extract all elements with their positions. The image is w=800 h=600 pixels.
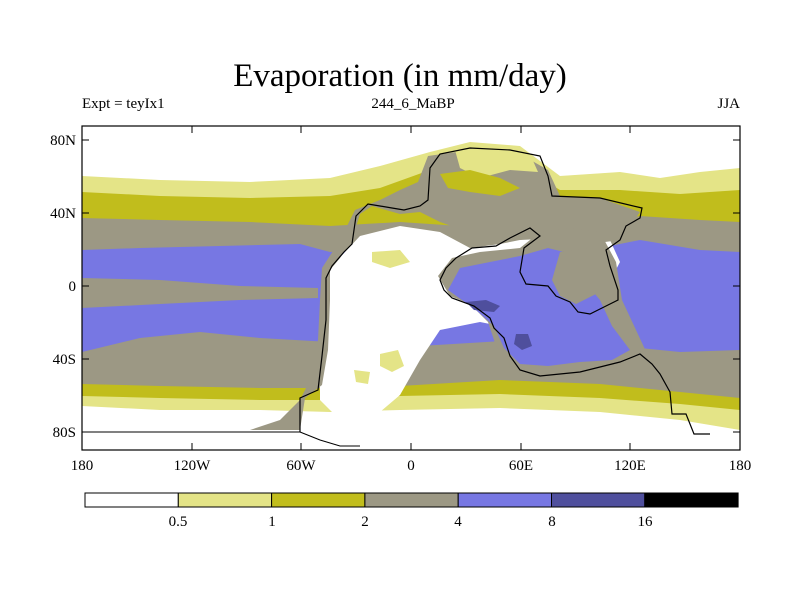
x-tick-label: 180 bbox=[729, 458, 752, 474]
dark-blue-patch-1 bbox=[466, 300, 500, 312]
colorbar-swatch bbox=[364, 492, 459, 508]
colorbar-label: 1 bbox=[268, 514, 276, 530]
colorbar-label: 16 bbox=[638, 514, 654, 530]
colorbar bbox=[84, 492, 739, 508]
colorbar-label: 0.5 bbox=[169, 514, 188, 530]
colorbar-swatch bbox=[271, 492, 366, 508]
dark-blue-patch-2 bbox=[514, 334, 532, 350]
y-tick-marks bbox=[82, 139, 740, 433]
south-landmass-blue bbox=[448, 248, 630, 366]
colorbar-label: 8 bbox=[548, 514, 556, 530]
x-tick-label: 120E bbox=[614, 458, 646, 474]
colorbar-swatch bbox=[551, 492, 646, 508]
x-tick-label: 60W bbox=[286, 458, 316, 474]
y-tick-label: 80S bbox=[53, 425, 76, 441]
x-tick-label: 60E bbox=[509, 458, 533, 474]
y-tick-label: 0 bbox=[69, 279, 77, 295]
colorbar-swatch bbox=[644, 492, 739, 508]
south-grey-lobe bbox=[552, 248, 602, 304]
x-tick-label: 180 bbox=[71, 458, 94, 474]
x-tick-label: 120W bbox=[174, 458, 212, 474]
colorbar-swatch bbox=[84, 492, 179, 508]
map-field bbox=[82, 126, 740, 450]
colorbar-label: 4 bbox=[454, 514, 462, 530]
interior-patch-1 bbox=[372, 250, 410, 268]
x-tick-marks bbox=[81, 126, 741, 450]
epoch-label: 244_6_MaBP bbox=[371, 96, 455, 112]
season-label: JJA bbox=[717, 96, 740, 112]
coastline bbox=[299, 147, 710, 435]
interior-patch-3 bbox=[354, 370, 370, 384]
y-tick-label: 40S bbox=[53, 352, 76, 368]
coastline-south bbox=[82, 431, 360, 447]
colorbar-swatch bbox=[177, 492, 273, 508]
colorbar-label: 2 bbox=[361, 514, 369, 530]
experiment-label: Expt = teyIx1 bbox=[82, 96, 165, 112]
interior-patch-2 bbox=[380, 350, 404, 372]
pacific-inner-grey bbox=[82, 278, 318, 308]
map-title: Evaporation (in mm/day) bbox=[233, 58, 567, 94]
north-landmass bbox=[250, 150, 640, 430]
north-yellow-patch bbox=[455, 146, 538, 178]
y-tick-label: 80N bbox=[50, 133, 76, 149]
y-tick-label: 40N bbox=[50, 206, 76, 222]
colorbar-swatch bbox=[457, 492, 553, 508]
north-olive-patch bbox=[440, 170, 520, 196]
x-tick-label: 0 bbox=[407, 458, 415, 474]
